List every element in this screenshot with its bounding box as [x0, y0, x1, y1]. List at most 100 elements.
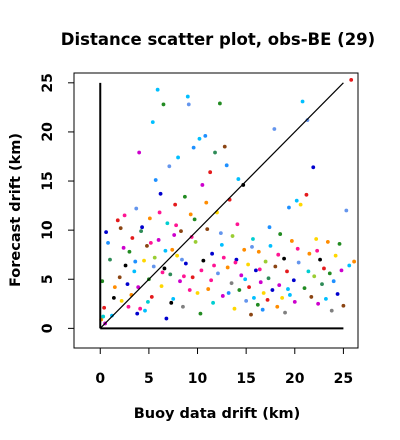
data-point	[140, 225, 144, 230]
data-point	[121, 245, 126, 250]
data-point	[161, 102, 166, 107]
data-point	[191, 145, 196, 150]
data-point	[224, 163, 229, 168]
data-point	[101, 314, 106, 319]
x-tick-label: 0	[95, 371, 105, 387]
data-point	[213, 150, 217, 155]
data-point	[282, 256, 286, 261]
data-points	[99, 77, 357, 326]
data-point	[122, 213, 127, 218]
data-point	[155, 87, 160, 92]
diagonal	[99, 82, 344, 329]
data-point	[280, 296, 285, 300]
data-point	[148, 241, 153, 245]
data-point	[176, 155, 180, 160]
x-tick-label: 10	[188, 371, 208, 387]
data-point	[173, 202, 178, 207]
data-point	[139, 229, 144, 234]
data-point	[276, 252, 281, 257]
data-point	[126, 304, 131, 309]
data-point	[307, 251, 312, 256]
data-point	[125, 282, 130, 287]
data-point	[292, 299, 297, 304]
data-point	[341, 303, 346, 308]
data-point	[167, 164, 172, 169]
data-point	[165, 221, 170, 226]
data-point	[179, 229, 183, 234]
data-point	[188, 212, 193, 217]
data-point	[163, 248, 168, 253]
data-point	[110, 313, 114, 318]
data-point	[197, 136, 202, 141]
data-point	[134, 206, 139, 211]
data-point	[339, 268, 344, 273]
data-point	[149, 295, 154, 299]
x-tick-label: 20	[285, 371, 305, 387]
data-point	[287, 205, 291, 210]
data-point	[275, 304, 280, 309]
data-point	[138, 306, 143, 311]
data-point	[143, 308, 147, 313]
data-point	[294, 198, 299, 203]
data-point	[261, 291, 266, 295]
data-point	[190, 275, 195, 280]
data-point	[174, 223, 179, 228]
data-point	[344, 208, 349, 213]
data-point	[296, 260, 301, 265]
data-point	[153, 178, 158, 182]
data-point	[117, 275, 122, 280]
y-tick-label: 15	[40, 171, 56, 190]
data-point	[288, 293, 292, 297]
data-point	[230, 234, 235, 238]
data-point	[192, 217, 197, 222]
data-point	[312, 274, 317, 279]
data-point	[108, 257, 112, 262]
data-point	[220, 294, 225, 298]
y-tick-label: 25	[40, 73, 56, 92]
data-point	[309, 295, 314, 299]
data-point	[175, 253, 180, 258]
data-point	[189, 235, 194, 239]
data-point	[159, 284, 164, 289]
data-point	[185, 94, 190, 99]
data-point	[252, 296, 256, 300]
data-point	[239, 273, 244, 278]
y-axis-ticks: 0 5 10 15 20 25	[40, 73, 74, 333]
data-point	[226, 291, 231, 295]
data-point	[291, 278, 296, 283]
data-point	[195, 291, 200, 295]
data-point	[152, 255, 157, 260]
data-point	[198, 311, 203, 316]
data-point	[180, 257, 184, 262]
data-point	[283, 310, 287, 315]
chart-title: Distance scatter plot, obs-BE (29)	[61, 30, 375, 49]
data-point	[232, 306, 237, 311]
data-point	[209, 278, 214, 283]
data-point	[178, 279, 182, 284]
data-point	[205, 227, 210, 232]
data-point	[286, 287, 290, 291]
data-point	[182, 274, 186, 279]
data-point	[285, 269, 289, 274]
data-point	[147, 216, 152, 221]
data-point	[277, 283, 282, 288]
data-point	[260, 307, 265, 312]
data-point	[258, 280, 263, 285]
data-point	[160, 270, 165, 275]
data-point	[225, 265, 230, 270]
data-point	[349, 77, 354, 82]
data-point	[146, 299, 150, 304]
y-axis-title: Forecast drift (km)	[8, 133, 24, 287]
data-point	[133, 259, 138, 264]
data-point	[172, 233, 177, 237]
data-point	[151, 264, 156, 269]
data-point	[222, 144, 227, 149]
data-point	[219, 242, 224, 247]
data-point	[265, 297, 270, 302]
data-point	[267, 225, 272, 230]
data-point	[236, 177, 241, 181]
data-point	[352, 259, 357, 264]
data-point	[203, 133, 208, 138]
data-point	[268, 243, 273, 248]
